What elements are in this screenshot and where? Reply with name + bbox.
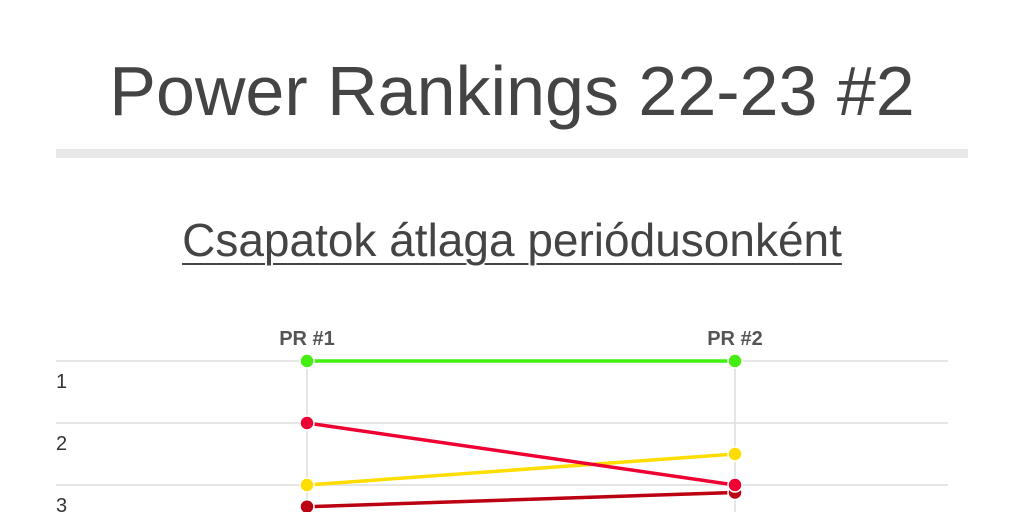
- page-title: Power Rankings 22-23 #2: [109, 52, 915, 130]
- series-line-3: [305, 452, 737, 487]
- series-3-point-2: [727, 446, 743, 462]
- chart-subtitle: Csapatok átlaga periódusonként: [182, 214, 842, 266]
- series-1-point-2: [727, 353, 743, 369]
- series-1-point-1: [299, 353, 315, 369]
- series-2-point-2: [727, 477, 743, 493]
- column-label-2: PR #2: [707, 328, 763, 350]
- rank-label-1: 1: [56, 371, 67, 393]
- rank-label-2: 2: [56, 433, 67, 455]
- title-divider: [56, 149, 968, 158]
- rank-label-3: 3: [56, 495, 67, 512]
- series-3-point-1: [299, 477, 315, 493]
- series-2-point-1: [299, 415, 315, 431]
- column-label-1: PR #1: [279, 328, 335, 350]
- series-line-4: [305, 490, 737, 509]
- series-4-point-1: [299, 498, 315, 512]
- series-line-2: [305, 421, 737, 487]
